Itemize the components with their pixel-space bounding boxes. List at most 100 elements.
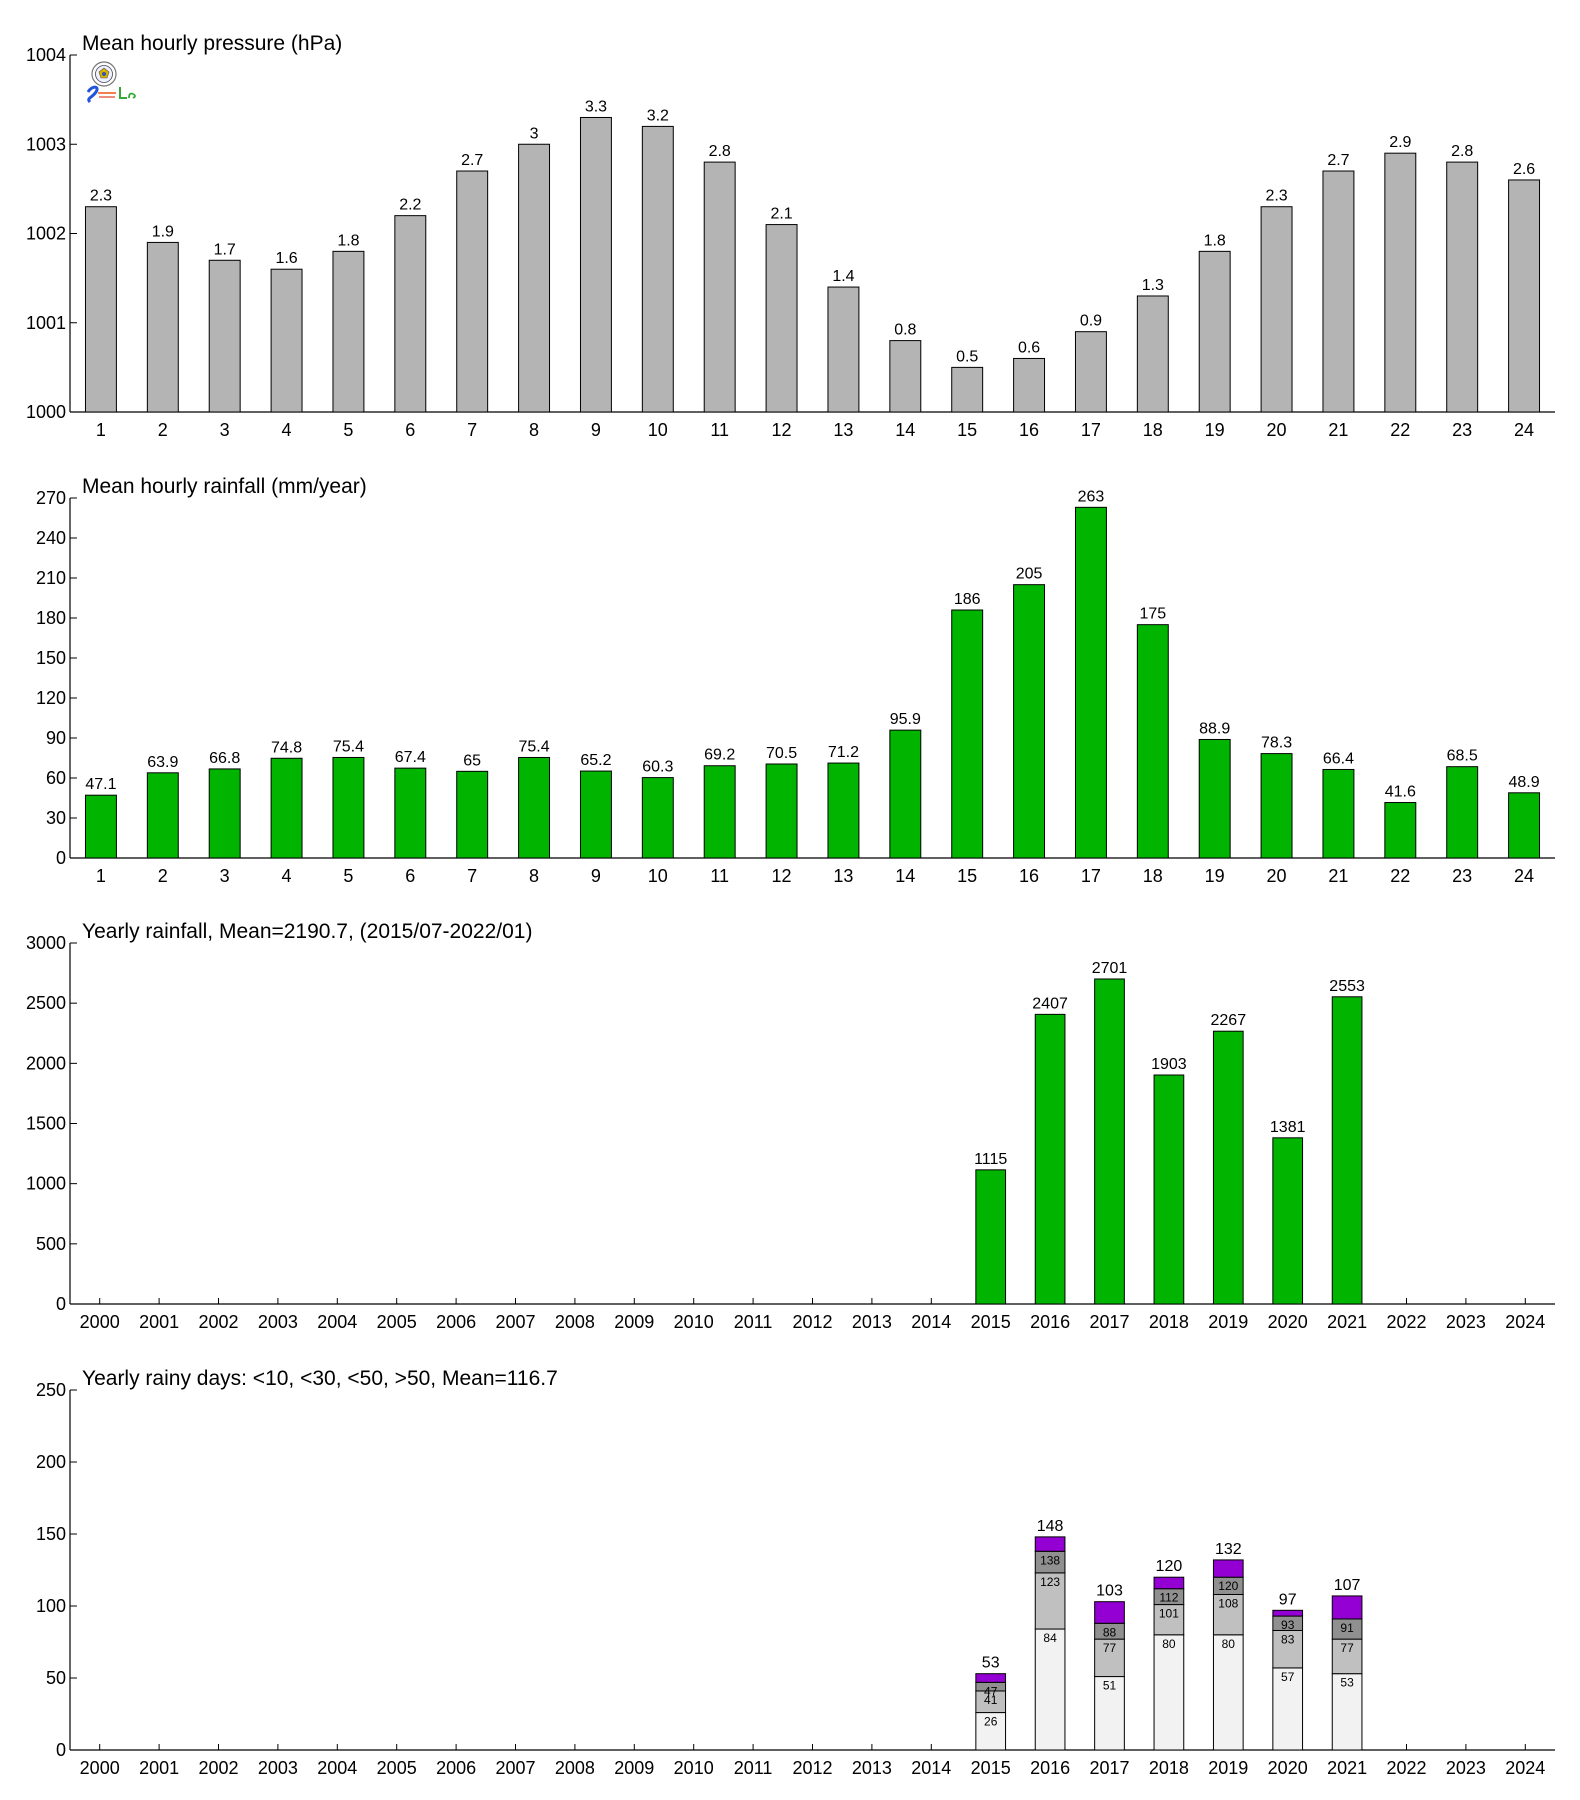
chart-4-x-tick-label: 2004 xyxy=(317,1758,357,1778)
chart-2-bar xyxy=(1013,584,1046,859)
chart-3-x-tick-label: 2002 xyxy=(198,1312,238,1332)
chart-1-data-label: 2.6 xyxy=(1513,161,1535,178)
chart-1-data-label: 1.8 xyxy=(1204,232,1226,249)
chart-2-bar xyxy=(1136,624,1169,859)
chart-2-data-label: 60.3 xyxy=(642,759,673,776)
chart-2-data-label: 205 xyxy=(1016,566,1043,583)
chart-2-data-label: 67.4 xyxy=(395,749,426,766)
chart-4-bar-segment xyxy=(1094,1638,1125,1678)
chart-1-data-label: 1.7 xyxy=(214,241,236,258)
chart-3-x-tick-label: 2013 xyxy=(852,1312,892,1332)
chart-2-bar xyxy=(641,777,674,859)
chart-2-x-tick-label: 14 xyxy=(895,866,915,886)
chart-1-data-label: 3.3 xyxy=(585,98,607,115)
chart-4-total-label: 53 xyxy=(982,1655,1000,1672)
chart-3-title: Yearly rainfall, Mean=2190.7, (2015/07-2… xyxy=(82,920,532,943)
chart-4-segment-label: 51 xyxy=(1103,1679,1117,1693)
chart-1-y-tick-label: 1000 xyxy=(26,402,66,422)
chart-4-segment-label: 91 xyxy=(1340,1621,1354,1635)
chart-4-x-tick-label: 2005 xyxy=(377,1758,417,1778)
chart-4-bar-segment xyxy=(1272,1609,1304,1617)
chart-1-bar xyxy=(703,161,736,413)
chart-4-bar-segment xyxy=(1212,1593,1244,1636)
chart-2-bar xyxy=(1384,802,1417,859)
chart-1-data-label: 2.9 xyxy=(1389,134,1411,151)
chart-2-x-tick-label: 17 xyxy=(1081,866,1101,886)
chart-1-bar xyxy=(84,206,117,413)
chart-4-total-label: 120 xyxy=(1156,1558,1183,1575)
chart-2-x-tick-label: 11 xyxy=(710,866,729,886)
chart-2-data-label: 95.9 xyxy=(890,711,921,728)
chart-4-x-tick-label: 2018 xyxy=(1149,1758,1189,1778)
chart-2-data-label: 47.1 xyxy=(85,776,116,793)
chart-1-data-label: 2.7 xyxy=(1327,152,1349,169)
chart-4-segment-label: 77 xyxy=(1103,1641,1117,1655)
chart-2-bar xyxy=(1446,766,1479,859)
chart-2-x-tick-label: 21 xyxy=(1328,866,1348,886)
chart-3-y-tick-label: 2000 xyxy=(26,1053,66,1073)
chart-4-x-tick-label: 2016 xyxy=(1030,1758,1070,1778)
chart-4-segment-label: 120 xyxy=(1218,1579,1238,1593)
chart-2-x-tick-label: 3 xyxy=(220,866,230,886)
chart-2-y-tick-label: 180 xyxy=(36,608,66,628)
chart-3-y-tick-label: 500 xyxy=(36,1234,66,1254)
chart-2-bar xyxy=(889,729,922,859)
chart-2-x-tick-label: 1 xyxy=(96,866,106,886)
chart-1-x-tick-label: 9 xyxy=(591,420,601,440)
chart-2-bar xyxy=(456,770,489,859)
chart-2-x-tick-label: 7 xyxy=(467,866,477,886)
chart-3-y-tick-label: 2500 xyxy=(26,993,66,1013)
chart-4-title: Yearly rainy days: <10, <30, <50, >50, M… xyxy=(82,1367,558,1390)
chart-4-x-tick-label: 2008 xyxy=(555,1758,595,1778)
chart-1-title: Mean hourly pressure (hPa) xyxy=(82,32,342,55)
chart-2-y-tick-label: 210 xyxy=(36,568,66,588)
chart-1-data-label: 1.4 xyxy=(832,268,854,285)
chart-3-data-label: 2553 xyxy=(1329,978,1365,995)
chart-2-x-tick-label: 8 xyxy=(529,866,539,886)
chart-1-bar xyxy=(1074,331,1107,413)
chart-3-y-tick-label: 1500 xyxy=(26,1114,66,1134)
chart-4-bar-segment xyxy=(1331,1673,1363,1751)
chart-2-data-label: 78.3 xyxy=(1261,735,1292,752)
chart-1-bar xyxy=(332,250,365,413)
chart-3-y-tick-label: 1000 xyxy=(26,1174,66,1194)
chart-2-x-tick-label: 23 xyxy=(1452,866,1472,886)
chart-3-y-tick-label: 0 xyxy=(56,1294,66,1314)
chart-4-x-tick-label: 2002 xyxy=(198,1758,238,1778)
chart-4-x-tick-label: 2019 xyxy=(1208,1758,1248,1778)
chart-3-bar xyxy=(975,1169,1007,1305)
chart-1-data-label: 0.5 xyxy=(956,348,978,365)
chart-1-x-tick-label: 5 xyxy=(343,420,353,440)
chart-3-x-tick-label: 2005 xyxy=(377,1312,417,1332)
chart-1-x-tick-label: 20 xyxy=(1267,420,1287,440)
chart-2-data-label: 88.9 xyxy=(1199,720,1230,737)
chart-1-bar xyxy=(1260,206,1293,413)
chart-4-segment-label: 41 xyxy=(984,1693,998,1707)
chart-1-y-tick-label: 1004 xyxy=(26,45,66,65)
chart-2-x-tick-label: 5 xyxy=(343,866,353,886)
chart-1-bar xyxy=(641,125,674,413)
chart-4-x-tick-label: 2000 xyxy=(80,1758,120,1778)
chart-2-x-tick-label: 16 xyxy=(1019,866,1039,886)
chart-4-x-tick-label: 2020 xyxy=(1268,1758,1308,1778)
chart-3-x-tick-label: 2019 xyxy=(1208,1312,1248,1332)
chart-4-y-tick-label: 100 xyxy=(36,1596,66,1616)
chart-2-bar xyxy=(1074,506,1107,859)
chart-2-data-label: 41.6 xyxy=(1385,784,1416,801)
chart-2-x-tick-label: 24 xyxy=(1514,866,1534,886)
chart-4-x-tick-label: 2007 xyxy=(495,1758,535,1778)
chart-4-y-tick-label: 50 xyxy=(46,1668,66,1688)
chart-2-bar xyxy=(270,757,303,859)
chart-2-bar xyxy=(146,772,179,859)
chart-4-x-tick-label: 2024 xyxy=(1505,1758,1545,1778)
chart-4-segment-label: 47 xyxy=(984,1684,998,1698)
chart-2-data-label: 186 xyxy=(954,591,981,608)
chart-4-total-label: 97 xyxy=(1279,1591,1297,1608)
chart-2-y-tick-label: 60 xyxy=(46,768,66,788)
chart-4-y-tick-label: 0 xyxy=(56,1740,66,1760)
chart-1-data-label: 2.7 xyxy=(461,152,483,169)
chart-2-data-label: 69.2 xyxy=(704,747,735,764)
chart-4-segment-label: 112 xyxy=(1159,1591,1178,1605)
